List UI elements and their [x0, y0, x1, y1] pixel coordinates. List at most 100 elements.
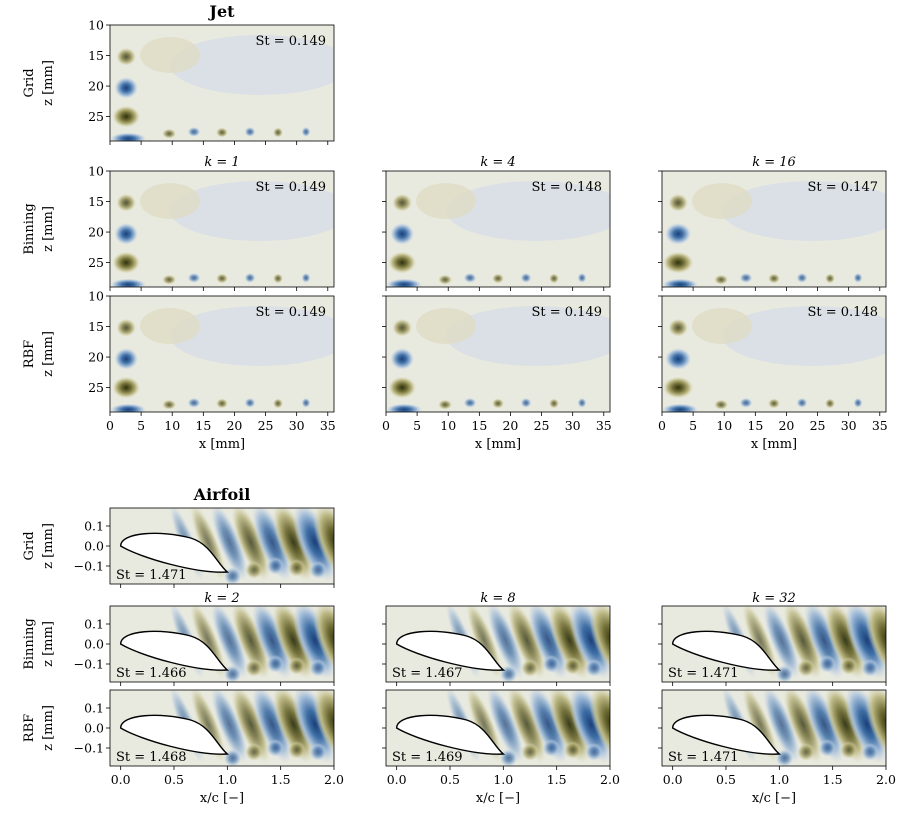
- jet-ytick-label: 25: [88, 109, 104, 124]
- jet-xlabel: x [mm]: [475, 437, 521, 452]
- negative-mode-blob: [386, 278, 423, 287]
- jet-panel-field: [386, 171, 610, 287]
- jet-xtick-label: 25: [534, 418, 550, 433]
- airfoil-st-label: St = 1.471: [116, 568, 187, 583]
- negative-mode-blob: [796, 272, 808, 283]
- positive-mode-blob: [549, 273, 559, 284]
- positive-wave-band: [507, 606, 547, 680]
- airfoil-panel-field: [110, 690, 334, 766]
- background-negative-patch: [170, 181, 334, 241]
- negative-wave-band: [210, 508, 249, 582]
- airfoil-xtick-label: 1.0: [493, 772, 513, 787]
- jet-xtick-label: 15: [195, 418, 211, 433]
- positive-wave-band: [272, 606, 315, 680]
- airfoil-shape: [119, 714, 230, 755]
- positive-mode-blob: [116, 47, 137, 66]
- negative-mode-blob: [223, 749, 242, 766]
- positive-mode-blob: [563, 657, 582, 675]
- negative-mode-blob: [463, 272, 477, 283]
- jet-panel: St = 0.149 10 15 20 25 0 5 10 15 20 25 30 35 x [mm]: [88, 289, 336, 453]
- airfoil-shape: [671, 714, 782, 755]
- background-positive-patch: [140, 37, 200, 73]
- positive-mode-blob: [273, 398, 283, 409]
- positive-mode-blob: [388, 376, 417, 399]
- jet-ytick-label: 10: [88, 18, 104, 33]
- negative-mode-blob: [664, 222, 692, 245]
- negative-mode-blob: [266, 739, 285, 757]
- airfoil-st-label: St = 1.468: [116, 750, 187, 765]
- jet-st-label: St = 0.149: [255, 180, 326, 195]
- negative-mode-blob: [187, 272, 201, 283]
- jet-column-label: k = 16: [752, 155, 796, 170]
- airfoil-shape: [119, 630, 230, 671]
- airfoil-xtick-label: 2.0: [876, 772, 896, 787]
- jet-panel: St = 0.149 10 15 20 25: [88, 18, 335, 145]
- airfoil-ytick-label: 0.0: [84, 637, 104, 652]
- background-negative-patch: [722, 181, 886, 241]
- positive-wave-band: [313, 690, 334, 764]
- positive-mode-blob: [797, 743, 815, 761]
- jet-st-label: St = 0.149: [531, 305, 602, 320]
- positive-mode-blob: [714, 274, 729, 285]
- jet-panel-field: [662, 296, 886, 412]
- positive-mode-blob: [112, 105, 141, 128]
- jet-column-label: k = 1: [204, 155, 239, 170]
- positive-mode-blob: [216, 127, 228, 138]
- negative-mode-blob: [266, 557, 285, 575]
- jet-ylabel: z [mm]: [41, 331, 56, 377]
- jet-st-label: St = 0.148: [807, 305, 878, 320]
- positive-wave-band: [231, 508, 271, 582]
- jet-xtick-label: 5: [137, 418, 145, 433]
- airfoil-st-label: St = 1.467: [392, 666, 463, 681]
- jet-row-label: RBF: [22, 340, 37, 368]
- airfoil-row-label: Binning: [22, 618, 37, 669]
- airfoil-xtick-label: 2.0: [324, 772, 344, 787]
- negative-mode-blob: [796, 397, 808, 408]
- jet-ytick-label: 10: [88, 164, 104, 179]
- airfoil-panel-field: [386, 690, 610, 766]
- negative-mode-blob: [585, 659, 603, 677]
- positive-mode-blob: [116, 318, 137, 337]
- positive-mode-blob: [162, 128, 177, 139]
- airfoil-shape: [395, 630, 506, 671]
- positive-mode-blob: [662, 251, 694, 274]
- negative-wave-band: [292, 606, 334, 680]
- negative-mode-blob: [223, 567, 242, 584]
- jet-st-label: St = 0.149: [255, 34, 326, 49]
- negative-mode-blob: [577, 272, 587, 283]
- airfoil-xlabel: x/c [−]: [752, 791, 796, 806]
- airfoil-ytick-label: −0.1: [74, 741, 104, 756]
- airfoil-row-label: Grid: [22, 531, 37, 560]
- airfoil-shape: [119, 532, 230, 573]
- airfoil-xtick-label: 1.5: [271, 772, 291, 787]
- airfoil-panel: St = 1.471 0.0 0.5 1.0 1.5 2.0 x/c [−]: [658, 689, 896, 806]
- jet-panel: St = 0.149 10 15 20 25: [88, 164, 335, 291]
- jet-row-label: Grid: [22, 68, 37, 97]
- negative-mode-blob: [739, 397, 753, 408]
- positive-mode-blob: [112, 376, 141, 399]
- negative-mode-blob: [301, 272, 311, 283]
- airfoil-panel: St = 1.471: [658, 605, 887, 686]
- airfoil-ytick-label: −0.1: [74, 657, 104, 672]
- negative-mode-blob: [386, 403, 423, 412]
- negative-mode-blob: [818, 655, 837, 673]
- airfoil-ytick-label: 0.1: [84, 519, 104, 534]
- jet-panel-frame: [109, 24, 335, 142]
- airfoil-panel-field: [110, 606, 334, 682]
- jet-panel-frame: [661, 295, 887, 413]
- airfoil-st-label: St = 1.466: [116, 666, 187, 681]
- positive-mode-blob: [521, 743, 539, 761]
- jet-xtick-label: 15: [471, 418, 487, 433]
- negative-mode-blob: [520, 272, 532, 283]
- negative-mode-blob: [309, 743, 327, 761]
- airfoil-column-label: k = 8: [480, 591, 515, 606]
- positive-mode-blob: [392, 193, 413, 212]
- jet-panel-frame: [385, 295, 611, 413]
- jet-ytick-label: 20: [88, 79, 104, 94]
- jet-ytick-label: 20: [88, 350, 104, 365]
- jet-panel-frame: [385, 170, 611, 288]
- negative-mode-blob: [499, 749, 518, 766]
- positive-mode-blob: [392, 318, 413, 337]
- airfoil-st-label: St = 1.471: [668, 750, 739, 765]
- airfoil-panel: St = 1.471 0.1 0.0 −0.1: [74, 507, 335, 588]
